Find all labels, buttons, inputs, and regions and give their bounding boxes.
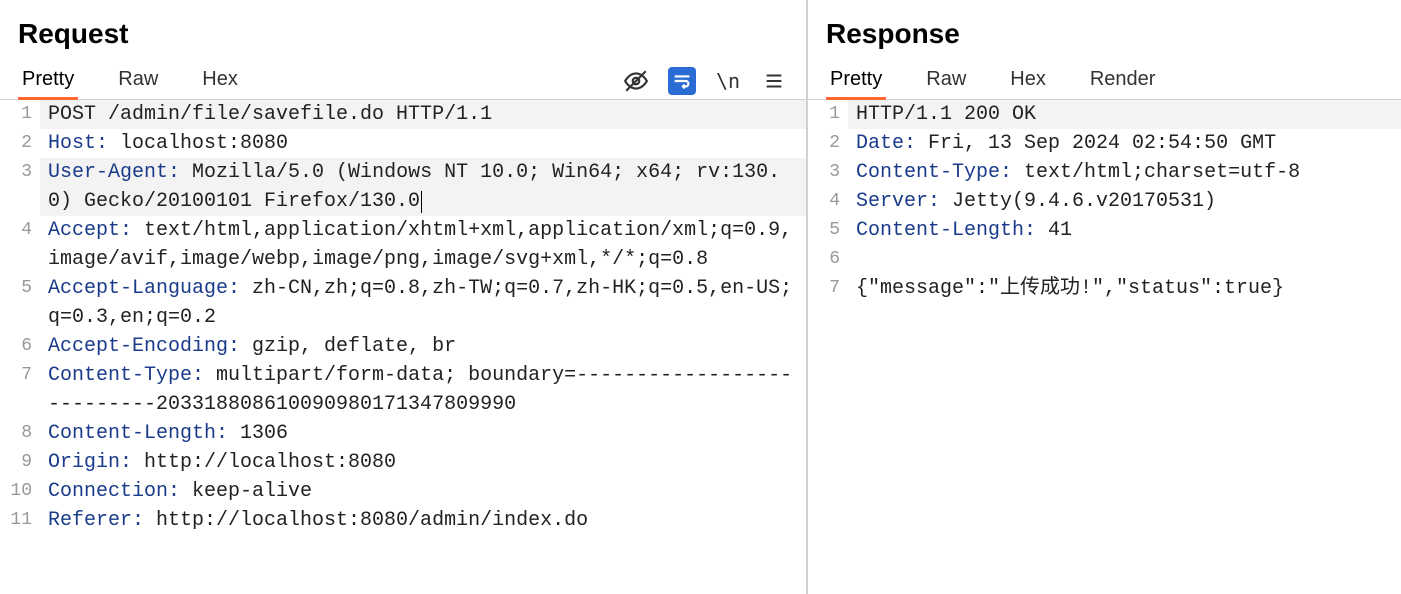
code-line: 4Server: Jetty(9.4.6.v20170531) (808, 187, 1401, 216)
tab-raw[interactable]: Raw (924, 62, 968, 99)
line-content: Accept-Language: zh-CN,zh;q=0.8,zh-TW;q=… (40, 274, 806, 332)
line-content: Host: localhost:8080 (40, 129, 806, 158)
tab-hex[interactable]: Hex (1008, 62, 1048, 99)
text-cursor (421, 191, 422, 213)
request-toolbar: \n (622, 67, 806, 95)
line-content: Connection: keep-alive (40, 477, 806, 506)
line-content: Content-Type: multipart/form-data; bound… (40, 361, 806, 419)
request-tabs-row: Pretty Raw Hex \n (0, 62, 806, 100)
response-header: Response (808, 0, 1401, 62)
code-line: 4Accept: text/html,application/xhtml+xml… (0, 216, 806, 274)
line-number: 11 (0, 506, 40, 535)
code-line: 7{"message":"上传成功!","status":true} (808, 274, 1401, 303)
request-title: Request (18, 18, 806, 50)
request-panel: Request Pretty Raw Hex \n (0, 0, 808, 594)
code-line: 6Accept-Encoding: gzip, deflate, br (0, 332, 806, 361)
line-content: HTTP/1.1 200 OK (848, 100, 1401, 129)
response-tabs-row: Pretty Raw Hex Render (808, 62, 1401, 100)
line-content: Content-Type: text/html;charset=utf-8 (848, 158, 1401, 187)
line-number: 1 (0, 100, 40, 129)
code-line: 6 (808, 245, 1401, 274)
line-number: 2 (0, 129, 40, 158)
menu-icon[interactable] (760, 67, 788, 95)
tab-render[interactable]: Render (1088, 62, 1158, 99)
line-number: 8 (0, 419, 40, 448)
line-content: POST /admin/file/savefile.do HTTP/1.1 (40, 100, 806, 129)
code-line: 8Content-Length: 1306 (0, 419, 806, 448)
line-number: 2 (808, 129, 848, 158)
newline-icon[interactable]: \n (714, 67, 742, 95)
code-line: 1HTTP/1.1 200 OK (808, 100, 1401, 129)
code-line: 2Date: Fri, 13 Sep 2024 02:54:50 GMT (808, 129, 1401, 158)
code-line: 3Content-Type: text/html;charset=utf-8 (808, 158, 1401, 187)
request-editor[interactable]: 1POST /admin/file/savefile.do HTTP/1.12H… (0, 100, 806, 594)
code-line: 7Content-Type: multipart/form-data; boun… (0, 361, 806, 419)
line-number: 7 (0, 361, 40, 390)
code-line: 5Accept-Language: zh-CN,zh;q=0.8,zh-TW;q… (0, 274, 806, 332)
response-tabs: Pretty Raw Hex Render (828, 62, 1157, 99)
line-number: 9 (0, 448, 40, 477)
hide-icon[interactable] (622, 67, 650, 95)
line-number: 6 (0, 332, 40, 361)
line-number: 3 (0, 158, 40, 187)
line-content: Origin: http://localhost:8080 (40, 448, 806, 477)
line-content: Server: Jetty(9.4.6.v20170531) (848, 187, 1401, 216)
code-line: 2Host: localhost:8080 (0, 129, 806, 158)
line-number: 5 (808, 216, 848, 245)
code-line: 11Referer: http://localhost:8080/admin/i… (0, 506, 806, 535)
line-number: 7 (808, 274, 848, 303)
response-panel: Response Pretty Raw Hex Render 1HTTP/1.1 20… (808, 0, 1401, 594)
line-content: Content-Length: 1306 (40, 419, 806, 448)
line-content: Accept-Encoding: gzip, deflate, br (40, 332, 806, 361)
code-line: 5Content-Length: 41 (808, 216, 1401, 245)
tab-hex[interactable]: Hex (200, 62, 240, 99)
line-number: 3 (808, 158, 848, 187)
line-number: 1 (808, 100, 848, 129)
code-line: 9Origin: http://localhost:8080 (0, 448, 806, 477)
request-tabs: Pretty Raw Hex (20, 62, 240, 99)
line-content: Referer: http://localhost:8080/admin/ind… (40, 506, 806, 535)
line-content: Accept: text/html,application/xhtml+xml,… (40, 216, 806, 274)
line-content: User-Agent: Mozilla/5.0 (Windows NT 10.0… (40, 158, 806, 216)
request-header: Request (0, 0, 806, 62)
tab-raw[interactable]: Raw (116, 62, 160, 99)
line-number: 6 (808, 245, 848, 274)
response-viewer[interactable]: 1HTTP/1.1 200 OK2Date: Fri, 13 Sep 2024 … (808, 100, 1401, 594)
code-line: 3User-Agent: Mozilla/5.0 (Windows NT 10.… (0, 158, 806, 216)
tab-pretty[interactable]: Pretty (828, 62, 884, 99)
line-number: 4 (808, 187, 848, 216)
line-content: Date: Fri, 13 Sep 2024 02:54:50 GMT (848, 129, 1401, 158)
line-number: 5 (0, 274, 40, 303)
line-number: 10 (0, 477, 40, 506)
line-number: 4 (0, 216, 40, 245)
tab-pretty[interactable]: Pretty (20, 62, 76, 99)
line-content: {"message":"上传成功!","status":true} (848, 274, 1401, 303)
code-line: 10Connection: keep-alive (0, 477, 806, 506)
wrap-lines-icon[interactable] (668, 67, 696, 95)
line-content: Content-Length: 41 (848, 216, 1401, 245)
response-title: Response (826, 18, 1401, 50)
code-line: 1POST /admin/file/savefile.do HTTP/1.1 (0, 100, 806, 129)
